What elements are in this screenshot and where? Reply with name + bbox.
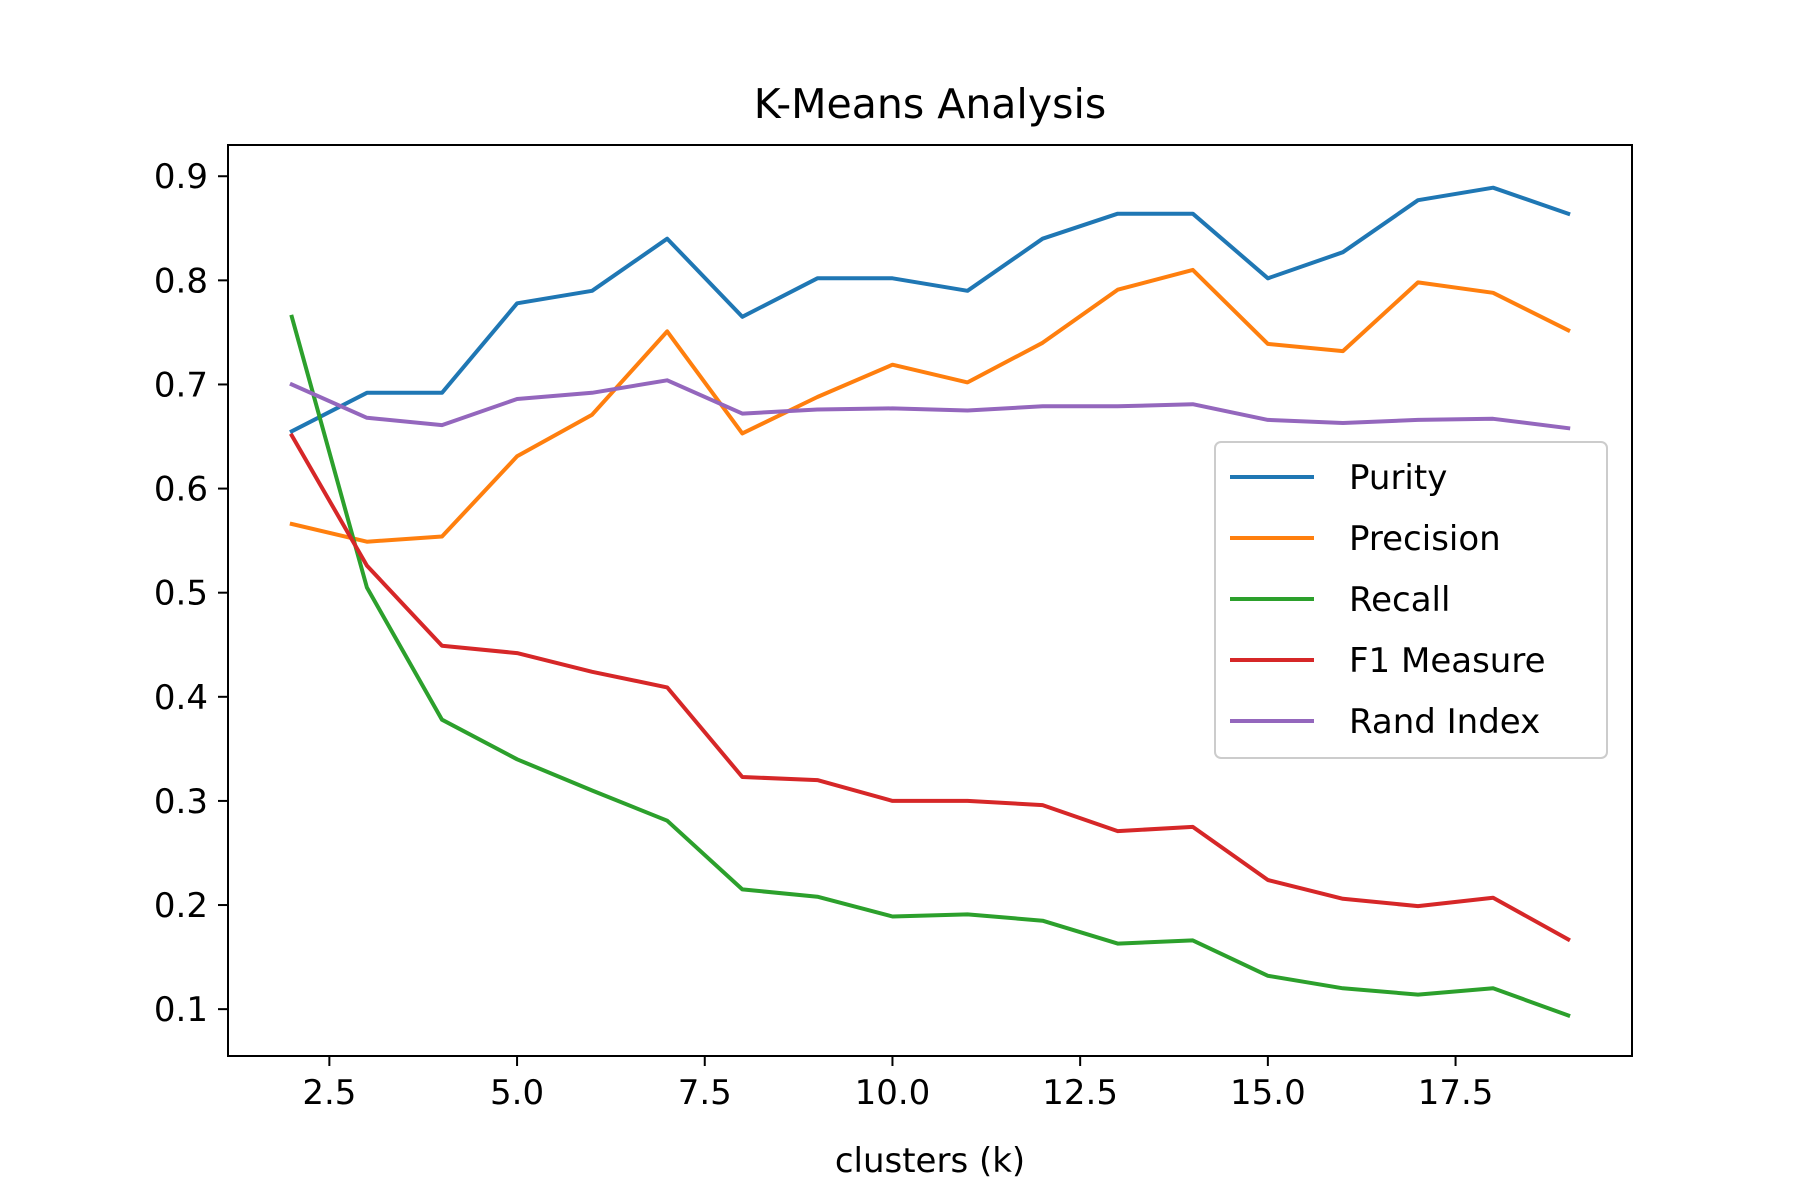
series-line-purity (289, 185, 1571, 434)
legend-label-f1-measure: F1 Measure (1349, 641, 1546, 681)
y-tick-label: 0.9 (154, 157, 208, 197)
x-tick-label: 2.5 (302, 1073, 356, 1113)
y-tick-label: 0.2 (154, 886, 208, 926)
chart-title: K-Means Analysis (754, 80, 1106, 128)
legend-label-rand-index: Rand Index (1349, 702, 1540, 742)
series-layer (289, 185, 1571, 1018)
y-tick-label: 0.3 (154, 782, 208, 822)
series-line-recall (289, 314, 1571, 1018)
legend-label-purity: Purity (1349, 458, 1447, 498)
x-tick-label: 17.5 (1418, 1073, 1494, 1113)
legend-label-precision: Precision (1349, 519, 1501, 559)
y-tick-label: 0.5 (154, 574, 208, 614)
legend: Purity Precision Recall F1 Measure Rand Inde… (1214, 441, 1608, 759)
y-tick-label: 0.1 (154, 990, 208, 1030)
y-tick-label: 0.6 (154, 470, 208, 510)
x-tick-label: 7.5 (678, 1073, 732, 1113)
x-tick-label: 15.0 (1230, 1073, 1306, 1113)
x-tick-label: 5.0 (490, 1073, 544, 1113)
y-tick-label: 0.7 (154, 365, 208, 405)
x-axis-title: clusters (k) (835, 1141, 1025, 1181)
legend-box (1214, 441, 1608, 759)
series-line-precision (289, 267, 1571, 544)
y-tick-label: 0.8 (154, 261, 208, 301)
x-tick-label: 12.5 (1042, 1073, 1118, 1113)
series-line-f1-measure (289, 432, 1571, 943)
x-axis: 2.5 5.0 7.5 10.0 12.5 15.0 17.5 (302, 1056, 1493, 1113)
x-tick-label: 10.0 (855, 1073, 931, 1113)
y-axis: 0.1 0.2 0.3 0.4 0.5 0.6 0.7 0.8 0.9 (154, 157, 228, 1030)
legend-label-recall: Recall (1349, 580, 1450, 620)
y-tick-label: 0.4 (154, 678, 208, 718)
series-line-rand-index (289, 378, 1571, 431)
